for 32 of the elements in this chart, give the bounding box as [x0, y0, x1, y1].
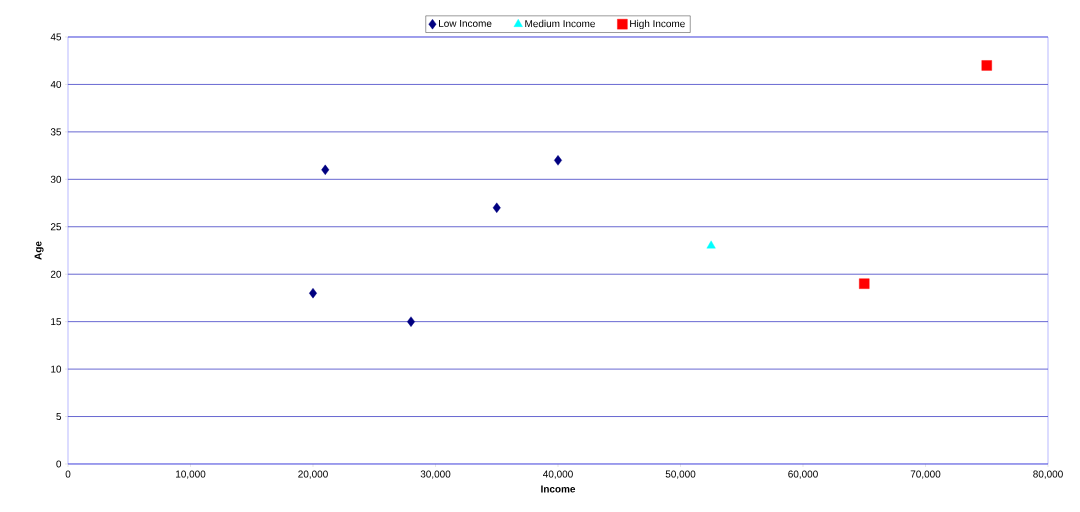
x-tick-label: 30,000 [420, 470, 451, 479]
y-tick-label: 30 [50, 175, 62, 183]
y-tick-label: 15 [51, 318, 62, 326]
point [554, 155, 562, 166]
y-tick-label: 0 [56, 460, 62, 468]
point [492, 202, 501, 213]
x-tick-label: 80,000 [1033, 470, 1063, 479]
point [859, 278, 870, 289]
legend-label: High Income [630, 19, 685, 30]
x-tick-label: 10,000 [176, 470, 206, 479]
point [321, 164, 330, 176]
x-tick-label: 70,000 [910, 470, 941, 479]
point [981, 60, 992, 71]
x-tick-label: 50,000 [665, 470, 696, 479]
x-tick-label: 0 [65, 470, 71, 478]
x-tick-label: 60,000 [788, 470, 818, 479]
x-axis-title: Income [541, 485, 576, 493]
y-tick-label: 10 [51, 365, 62, 373]
y-tick-label: 5 [56, 413, 62, 421]
y-tick-label: 40 [50, 80, 62, 88]
legend-label: Low Income [439, 20, 492, 27]
x-tick-label: 40,000 [543, 470, 573, 479]
y-tick-label: 45 [50, 33, 62, 41]
point [407, 316, 415, 327]
legend-label: Medium Income [525, 19, 595, 28]
point [309, 288, 317, 299]
x-tick-label: 20,000 [298, 470, 328, 479]
y-axis-title: Age [34, 241, 44, 260]
y-tick-label: 25 [50, 223, 62, 231]
y-tick-label: 35 [50, 128, 62, 136]
y-tick-label: 20 [50, 270, 62, 278]
point [706, 240, 716, 249]
